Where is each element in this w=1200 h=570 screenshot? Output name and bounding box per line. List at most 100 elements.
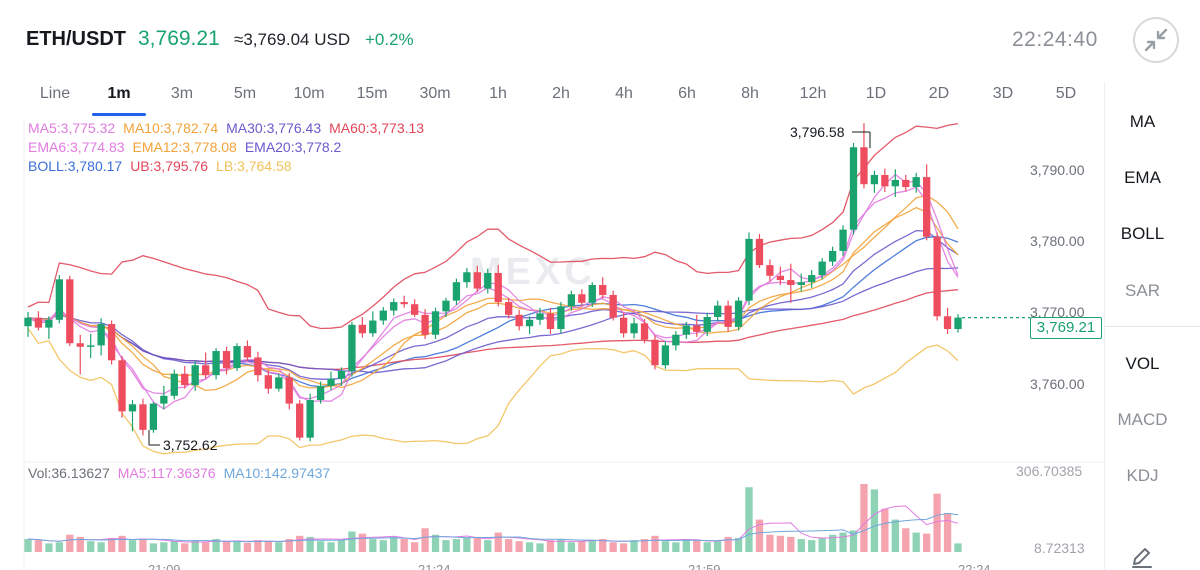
tab-15m[interactable]: 15m <box>356 85 388 102</box>
candle-body <box>369 320 377 334</box>
candle-body <box>724 305 732 327</box>
boll-legend: BOLL:3,780.17 UB:3,795.76 LB:3,764.58 <box>28 158 300 174</box>
candle-body <box>881 174 889 187</box>
tab-1h[interactable]: 1h <box>489 85 507 102</box>
volume-bar <box>128 540 137 552</box>
volume-bar <box>672 542 680 552</box>
volume-bar <box>191 540 199 552</box>
volume-bar <box>87 541 95 552</box>
time-tick-1: 21:09 <box>148 562 181 570</box>
volume-bar <box>881 508 889 552</box>
candle-body <box>264 375 272 389</box>
candle-body <box>118 360 126 412</box>
candle-body <box>536 313 544 320</box>
volume-bar <box>45 543 53 552</box>
tab-30m[interactable]: 30m <box>419 85 451 102</box>
candle-body <box>912 177 920 188</box>
legend-ma60: MA60:3,773.13 <box>329 120 425 136</box>
pair-name[interactable]: ETH/USDT <box>26 28 126 50</box>
candle-body <box>818 261 826 276</box>
tab-line[interactable]: Line <box>39 85 71 102</box>
tab-2h[interactable]: 2h <box>552 85 570 102</box>
candle-body <box>714 305 722 317</box>
y-tick-3760: 3,760.00 <box>1030 376 1085 392</box>
candle-body <box>630 323 638 334</box>
volume-bar <box>515 541 523 552</box>
candle-body <box>348 324 356 371</box>
candle-body <box>860 147 868 185</box>
volume-bar <box>254 540 262 552</box>
volume-axis-bottom: 8.72313 <box>1034 540 1085 556</box>
indicator-ma[interactable]: MA <box>1129 112 1156 131</box>
legend-lb: LB:3,764.58 <box>216 158 292 174</box>
y-tick-3780: 3,780.00 <box>1030 233 1085 249</box>
volume-bar <box>693 540 701 552</box>
volume-bar <box>369 539 377 552</box>
candle-body <box>442 300 450 312</box>
collapse-button[interactable] <box>1133 17 1179 63</box>
pencil-icon[interactable] <box>1130 546 1154 568</box>
volume-axis-top: 306.70385 <box>1016 463 1083 479</box>
time-tick-3: 21:59 <box>688 562 721 570</box>
indicator-macd[interactable]: MACD <box>1117 410 1168 429</box>
tab-6h[interactable]: 6h <box>678 85 696 102</box>
tab-10m[interactable]: 10m <box>293 85 325 102</box>
tab-3m[interactable]: 3m <box>170 85 194 102</box>
volume-bar <box>431 534 440 552</box>
interval-tabs: Line 1m 3m 5m 10m 15m 30m 1h 2h 4h 6h 8h 12h 1D 2D 3D 5D <box>22 82 1102 116</box>
candle-body <box>452 282 461 301</box>
tab-2d[interactable]: 2D <box>928 85 950 102</box>
volume-bar <box>316 541 325 552</box>
volume-bar <box>452 539 461 552</box>
volume-bar <box>400 539 408 552</box>
tab-8h[interactable]: 8h <box>741 85 759 102</box>
legend-ub: UB:3,795.76 <box>130 158 209 174</box>
boll-lower-band-line <box>27 327 959 455</box>
candle-body <box>222 351 231 369</box>
volume-bar <box>107 537 116 552</box>
volume-bar <box>379 540 387 552</box>
candle-body <box>34 317 43 328</box>
tab-5m[interactable]: 5m <box>233 85 257 102</box>
candle-body <box>693 325 701 332</box>
indicator-ema[interactable]: EMA <box>1124 168 1161 187</box>
indicator-sar[interactable]: SAR <box>1125 281 1160 300</box>
volume-bar <box>442 540 450 552</box>
legend-ma5: MA5:3,775.32 <box>28 120 116 136</box>
volume-bar <box>181 543 189 552</box>
tab-1m[interactable]: 1m <box>89 82 149 116</box>
tab-3d[interactable]: 3D <box>992 85 1014 102</box>
candle-body <box>943 316 952 330</box>
volume-bar <box>912 532 920 552</box>
tab-12h[interactable]: 12h <box>799 85 827 102</box>
candle-body <box>755 238 764 266</box>
candlestick-chart[interactable]: MEXC <box>0 0 1105 570</box>
volume-bar <box>818 537 826 552</box>
tab-4h[interactable]: 4h <box>615 85 633 102</box>
volume-bar <box>651 535 659 552</box>
candle-body <box>808 275 816 283</box>
sidebar-divider-vertical <box>1104 82 1105 570</box>
tab-1d[interactable]: 1D <box>865 85 887 102</box>
volume-bar <box>264 540 272 552</box>
indicator-boll[interactable]: BOLL <box>1120 224 1165 243</box>
volume-bar <box>630 540 638 552</box>
volume-bar <box>808 540 816 552</box>
volume-bar <box>505 539 513 552</box>
volume-bar <box>661 541 670 552</box>
candle-body <box>139 404 147 430</box>
indicator-kdj[interactable]: KDJ <box>1126 466 1159 485</box>
volume-bar <box>55 542 64 552</box>
legend-vol: Vol:36.13627 <box>28 465 110 481</box>
candle-body <box>191 365 199 386</box>
volume-bar <box>588 540 596 552</box>
volume-bar <box>766 534 774 552</box>
indicator-vol[interactable]: VOL <box>1125 354 1160 373</box>
y-tick-3770: 3,770.00 <box>1030 304 1085 320</box>
volume-bar <box>484 540 492 552</box>
candle-body <box>776 275 785 281</box>
tab-5d[interactable]: 5D <box>1055 85 1077 102</box>
ma-legend: MA5:3,775.32 MA10:3,782.74 MA30:3,776.43 MA… <box>28 120 432 136</box>
candle-body <box>160 395 168 404</box>
volume-bar <box>233 541 241 552</box>
